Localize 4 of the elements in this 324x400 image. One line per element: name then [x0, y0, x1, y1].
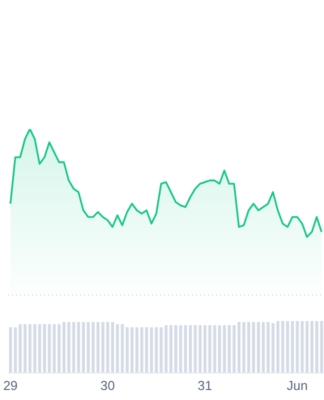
- x-tick-label: 31: [198, 378, 212, 394]
- x-tick-label: Jun: [286, 378, 308, 394]
- x-tick-label: 29: [3, 378, 18, 394]
- x-tick-label: 30: [100, 378, 115, 394]
